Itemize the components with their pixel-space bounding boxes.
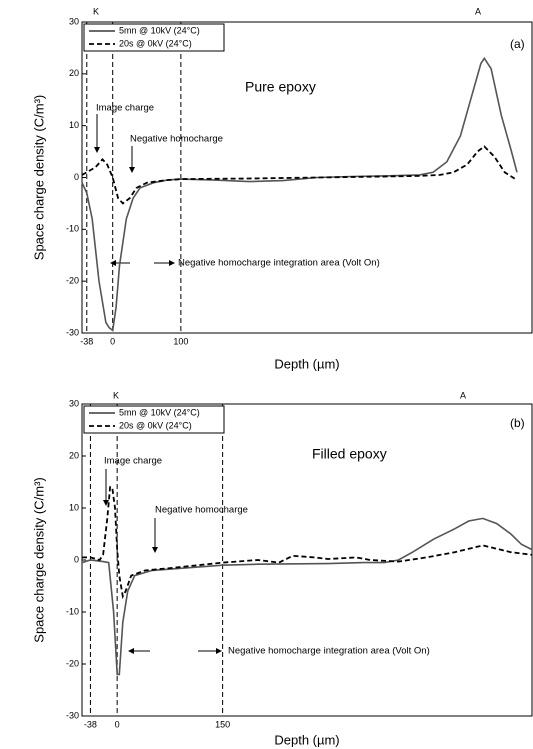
- y-tick-label: 0: [74, 554, 79, 564]
- legend-label: 20s @ 0kV (24°C): [119, 38, 192, 48]
- electrode-label: A: [460, 390, 466, 400]
- y-tick-label: 30: [69, 398, 79, 408]
- electrode-label: A: [475, 6, 481, 16]
- data-line: [81, 56, 518, 332]
- y-tick-label: -30: [66, 710, 79, 720]
- annotation: Negative homocharge integration area (Vo…: [178, 258, 380, 269]
- x-tick-label: -38: [84, 719, 97, 729]
- y-tick-label: 20: [69, 68, 79, 78]
- y-tick-label: -10: [66, 224, 79, 234]
- y-tick-label: 10: [69, 502, 79, 512]
- x-tick-label: 0: [110, 336, 115, 346]
- annotation: Image charge: [96, 103, 154, 114]
- panel-title: Pure epoxy: [245, 79, 316, 95]
- legend-label: 5mn @ 10kV (24°C): [119, 407, 200, 417]
- x-tick-label: 100: [173, 336, 188, 346]
- y-tick-label: -20: [66, 658, 79, 668]
- y-axis-label: Space charge density (C/m³): [31, 95, 46, 260]
- legend-box: [83, 23, 225, 52]
- y-tick-label: -20: [66, 276, 79, 286]
- annotation: Image charge: [104, 456, 162, 467]
- y-tick-label: -30: [66, 327, 79, 337]
- annotation: Negative homocharge integration area (Vo…: [228, 646, 430, 657]
- y-tick-label: 10: [69, 120, 79, 130]
- panel-label: (a): [510, 37, 525, 51]
- electrode-label: K: [93, 6, 99, 16]
- legend-label: 20s @ 0kV (24°C): [119, 420, 192, 430]
- y-tick-label: -10: [66, 606, 79, 616]
- plot-frame: [81, 403, 533, 717]
- y-tick-label: 20: [69, 450, 79, 460]
- annotation: Negative homocharge: [155, 505, 248, 516]
- data-line: [81, 517, 533, 676]
- y-axis-label: Space charge density (C/m³): [31, 477, 46, 642]
- legend-label: 5mn @ 10kV (24°C): [119, 25, 200, 35]
- x-tick-label: 150: [215, 719, 230, 729]
- x-tick-label: 0: [115, 719, 120, 729]
- electrode-label: K: [113, 390, 119, 400]
- y-tick-label: 30: [69, 16, 79, 26]
- annotation: Negative homocharge: [130, 134, 223, 145]
- data-line: [82, 486, 533, 600]
- data-line: [81, 145, 518, 205]
- panel-title: Filled epoxy: [312, 446, 387, 462]
- x-tick-label: -38: [80, 336, 93, 346]
- panel-label: (b): [510, 416, 525, 430]
- x-axis-label: Depth (µm): [274, 732, 339, 747]
- legend-box: [83, 405, 225, 434]
- y-tick-label: 0: [74, 172, 79, 182]
- x-axis-label: Depth (µm): [274, 356, 339, 371]
